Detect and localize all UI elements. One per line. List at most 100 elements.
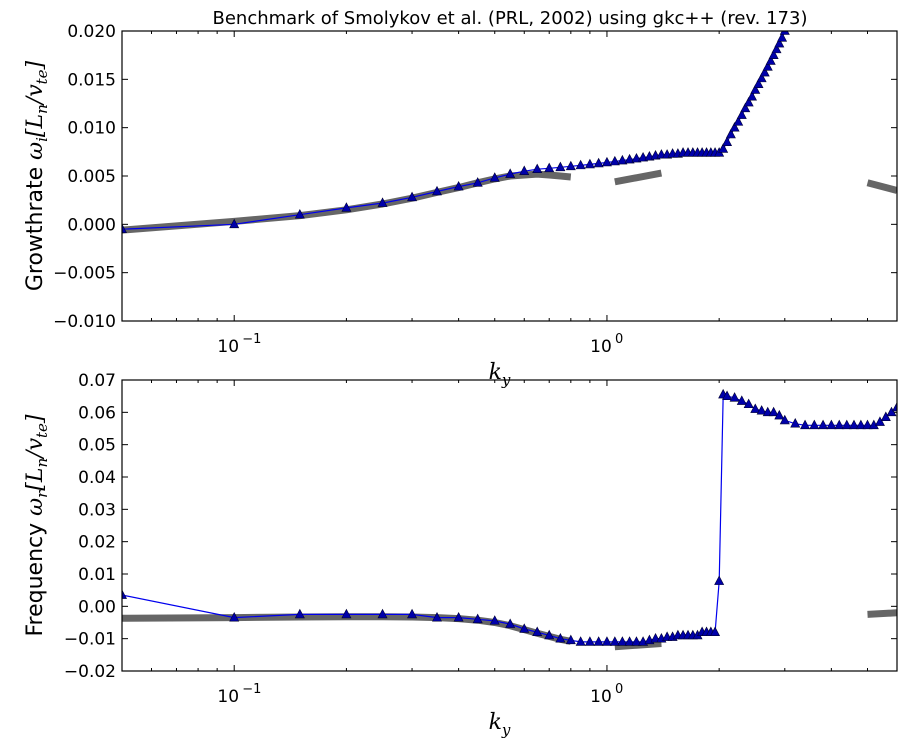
y-tick-label: 0.01 xyxy=(78,565,116,585)
data-point xyxy=(768,49,779,59)
data-point xyxy=(532,626,543,637)
data-point xyxy=(407,191,418,202)
x-axis-label: ky xyxy=(489,360,511,389)
data-point xyxy=(722,390,733,400)
data-point xyxy=(122,589,127,599)
data-point xyxy=(779,31,790,35)
growthrate-panel: 0.0200.0150.0100.0050.000−0.005−0.01010−… xyxy=(23,22,898,389)
reference-series-line xyxy=(614,169,663,186)
data-point xyxy=(341,202,352,212)
x-tick-label: 10 xyxy=(590,687,612,707)
y-tick-label: 0.020 xyxy=(67,22,116,42)
data-point xyxy=(505,618,516,628)
x-tick-exponent: −1 xyxy=(242,332,261,347)
data-point xyxy=(601,156,612,167)
y-tick-label: 0.010 xyxy=(67,119,116,139)
y-tick-label: 0.04 xyxy=(78,468,116,488)
data-point xyxy=(609,636,620,646)
data-point xyxy=(750,403,761,413)
data-point xyxy=(377,608,388,619)
data-point xyxy=(122,223,127,233)
data-point xyxy=(575,636,586,646)
data-point xyxy=(774,409,785,420)
data-point xyxy=(593,636,604,646)
data-point xyxy=(750,84,761,94)
data-point xyxy=(294,608,305,619)
reference-series-line xyxy=(867,609,897,618)
data-point xyxy=(472,613,483,624)
data-point xyxy=(736,109,747,119)
data-point xyxy=(743,96,754,107)
data-point xyxy=(453,180,464,191)
data-point xyxy=(593,157,604,168)
data-point xyxy=(432,185,443,196)
x-axis-label: ky xyxy=(489,710,511,739)
y-axis-label: Frequency ωr[Ln/vte] xyxy=(23,414,51,636)
data-point xyxy=(777,32,788,42)
reference-series-line xyxy=(122,613,572,645)
data-point xyxy=(565,634,576,645)
y-tick-label: 0.07 xyxy=(78,371,116,391)
data-point xyxy=(818,419,829,430)
data-point xyxy=(743,398,754,409)
plot-area xyxy=(122,388,897,651)
data-point xyxy=(759,66,770,77)
data-point xyxy=(584,158,595,169)
y-tick-label: 0.005 xyxy=(67,167,116,187)
data-point xyxy=(341,608,352,619)
data-point xyxy=(722,136,733,146)
data-point xyxy=(747,91,758,101)
data-point xyxy=(892,401,897,412)
data-point xyxy=(584,636,595,646)
data-point xyxy=(756,72,767,83)
y-tick-label: 0.06 xyxy=(78,403,116,423)
reference-series-line xyxy=(866,179,897,194)
data-point xyxy=(519,623,530,633)
y-axis-label: Growthrate ωi[Ln/vte] xyxy=(23,60,51,291)
data-point xyxy=(790,418,801,428)
data-point xyxy=(714,575,725,585)
x-tick-exponent: 0 xyxy=(615,332,623,347)
y-tick-label: −0.01 xyxy=(64,630,116,650)
data-point xyxy=(753,78,764,88)
data-point xyxy=(768,406,779,417)
data-point xyxy=(532,163,543,174)
data-point xyxy=(862,419,873,430)
y-tick-label: 0.000 xyxy=(67,215,116,235)
data-point xyxy=(617,636,628,646)
x-tick-label: 10 xyxy=(217,337,239,357)
data-point xyxy=(624,636,635,646)
y-tick-label: 0.02 xyxy=(78,533,116,553)
data-point xyxy=(555,161,566,172)
data-point xyxy=(489,615,500,625)
data-point xyxy=(765,55,776,65)
axes-frame xyxy=(121,30,898,322)
data-point xyxy=(624,153,635,164)
y-tick-label: −0.005 xyxy=(53,264,116,284)
data-point xyxy=(886,406,897,417)
data-point xyxy=(519,165,530,175)
data-point xyxy=(733,116,744,126)
data-point xyxy=(432,612,443,622)
data-point xyxy=(771,43,782,54)
data-series-line xyxy=(122,393,897,643)
data-point xyxy=(575,159,586,170)
data-point xyxy=(740,102,751,113)
data-point xyxy=(544,162,555,173)
data-point xyxy=(229,612,240,622)
plot-area xyxy=(122,31,897,234)
x-tick-exponent: 0 xyxy=(615,682,623,697)
data-point xyxy=(855,419,866,430)
y-tick-label: 0.03 xyxy=(78,500,116,520)
data-point xyxy=(710,626,721,637)
data-point xyxy=(800,419,811,430)
data-point xyxy=(489,172,500,182)
data-point xyxy=(718,143,729,153)
axes-frame xyxy=(121,379,898,672)
data-point xyxy=(601,636,612,646)
reference-series-line xyxy=(122,170,572,234)
y-tick-label: 0.015 xyxy=(67,70,116,90)
data-point xyxy=(472,177,483,187)
data-point xyxy=(874,416,885,426)
